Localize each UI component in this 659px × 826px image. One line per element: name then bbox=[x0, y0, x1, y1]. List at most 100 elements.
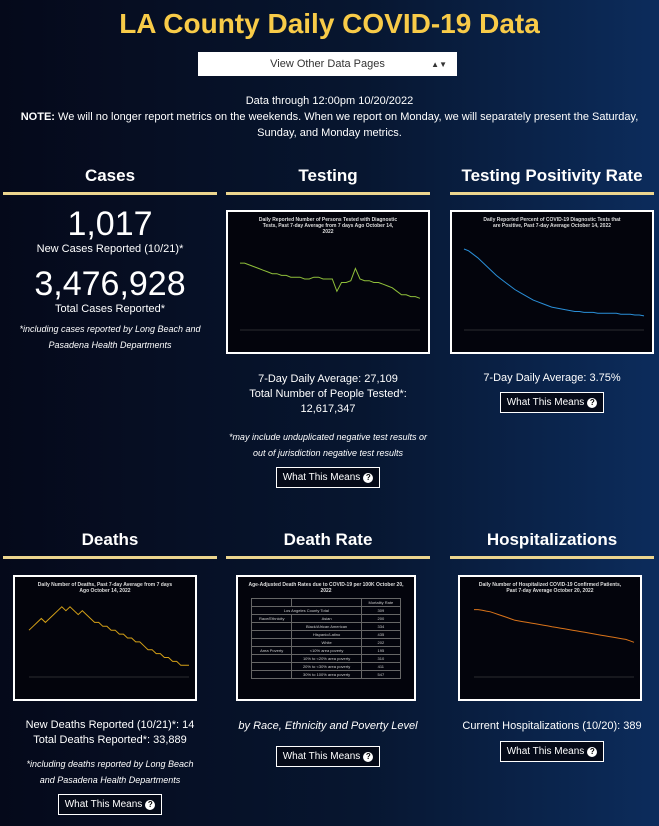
table-cell: 10% to <20% area poverty bbox=[291, 654, 362, 663]
death-rate-table: Mortality Rate Los Angeles County Total 3… bbox=[250, 598, 402, 679]
table-cell: Black/African American bbox=[291, 622, 362, 631]
hosp-header: Hospitalizations bbox=[450, 530, 654, 559]
table-cell: Area Poverty bbox=[250, 646, 293, 655]
button-label: What This Means bbox=[506, 397, 585, 408]
note-text: We will no longer report metrics on the … bbox=[54, 111, 639, 139]
table-cell: 411 bbox=[360, 662, 402, 671]
table-row: 30% to 100% area poverty 547 bbox=[250, 670, 402, 679]
table-cell: 202 bbox=[360, 638, 402, 647]
note: NOTE: We will no longer report metrics o… bbox=[0, 109, 659, 141]
note-label: NOTE: bbox=[20, 111, 55, 123]
table-row: Race/Ethnicity Asian 200 bbox=[250, 614, 402, 623]
deaths-line bbox=[28, 606, 189, 678]
hosp-chart-title: Daily Number of Hospitalized COVID-19 Co… bbox=[478, 582, 622, 594]
testing-avg: 7-Day Daily Average: 27,109 bbox=[258, 373, 398, 385]
deaths-chart[interactable]: Daily Number of Deaths, Past 7-day Avera… bbox=[13, 575, 197, 701]
button-label: What This Means bbox=[506, 746, 585, 757]
positivity-avg: 7-Day Daily Average: 3.75% bbox=[483, 372, 621, 384]
hosp-stats: Current Hospitalizations (10/20): 389 Wh… bbox=[450, 720, 654, 762]
new-cases-label: New Cases Reported (10/21)* bbox=[36, 243, 184, 255]
total-cases-label: Total Cases Reported* bbox=[54, 303, 166, 315]
new-cases-value: 1,017 bbox=[67, 205, 153, 243]
death-rate-caption-area: by Race, Ethnicity and Poverty Level Wha… bbox=[226, 720, 430, 767]
table-cell: 547 bbox=[360, 670, 402, 679]
positivity-line bbox=[463, 248, 645, 331]
series-line bbox=[28, 606, 189, 666]
positivity-chart-title: Daily Reported Percent of COVID-19 Diagn… bbox=[483, 217, 621, 229]
table-cell: Asian bbox=[291, 614, 362, 623]
help-icon: ? bbox=[587, 398, 598, 408]
help-icon: ? bbox=[363, 752, 374, 762]
button-label: What This Means bbox=[282, 472, 361, 483]
series-line bbox=[463, 248, 645, 317]
table-cell: White bbox=[291, 638, 362, 647]
positivity-section: Testing Positivity Rate bbox=[450, 166, 654, 195]
cases-header: Cases bbox=[3, 166, 217, 195]
deaths-stats: New Deaths Reported (10/21)*: 14 Total D… bbox=[3, 718, 217, 815]
death-rate-what-this-means-button[interactable]: What This Means? bbox=[275, 746, 381, 767]
table-cell bbox=[250, 630, 293, 639]
table-cell: Hispanic/Latino bbox=[291, 630, 362, 639]
table-cell: 20% to <30% area poverty bbox=[291, 662, 362, 671]
deaths-chart-title: Daily Number of Deaths, Past 7-day Avera… bbox=[37, 582, 173, 594]
death-rate-caption: by Race, Ethnicity and Poverty Level bbox=[238, 720, 418, 732]
testing-footnote: *may include unduplicated negative test … bbox=[228, 432, 428, 458]
hosp-section: Hospitalizations bbox=[450, 530, 654, 559]
table-cell bbox=[250, 622, 293, 631]
table-cell: <10% area poverty bbox=[291, 646, 362, 655]
positivity-chart[interactable]: Daily Reported Percent of COVID-19 Diagn… bbox=[450, 210, 654, 354]
total-cases-value: 3,476,928 bbox=[34, 265, 186, 303]
deaths-footnote: *including deaths reported by Long Beach… bbox=[26, 759, 194, 785]
help-icon: ? bbox=[587, 747, 598, 757]
hosp-line bbox=[474, 609, 635, 678]
data-through: Data through 12:00pm 10/20/2022 bbox=[245, 95, 414, 107]
total-label: Los Angeles County Total bbox=[251, 606, 362, 615]
table-cell bbox=[250, 662, 293, 671]
cases-footnote: *including cases reported by Long Beach … bbox=[19, 324, 201, 350]
table-row: 10% to <20% area poverty 310 bbox=[250, 654, 402, 663]
testing-section: Testing bbox=[226, 166, 430, 195]
positivity-what-this-means-button[interactable]: What This Means? bbox=[499, 392, 605, 413]
cases-section: Cases 1,017 New Cases Reported (10/21)* … bbox=[3, 166, 217, 353]
total-value: 309 bbox=[360, 606, 402, 615]
table-row: Hispanic/Latino 435 bbox=[250, 630, 402, 639]
deaths-new: New Deaths Reported (10/21)*: 14 bbox=[25, 719, 195, 731]
table-cell: 200 bbox=[360, 614, 402, 623]
testing-chart[interactable]: Daily Reported Number of Persons Tested … bbox=[226, 210, 430, 354]
table-cell: 334 bbox=[360, 622, 402, 631]
deaths-header: Deaths bbox=[3, 530, 217, 559]
deaths-section: Deaths bbox=[3, 530, 217, 559]
testing-header: Testing bbox=[226, 166, 430, 195]
hosp-chart[interactable]: Daily Number of Hospitalized COVID-19 Co… bbox=[458, 575, 642, 701]
page-title: LA County Daily COVID-19 Data bbox=[119, 8, 540, 39]
testing-total-value: 12,617,347 bbox=[300, 403, 356, 415]
hosp-current: Current Hospitalizations (10/20): 389 bbox=[462, 720, 642, 732]
table-cell: 435 bbox=[360, 630, 402, 639]
help-icon: ? bbox=[145, 800, 156, 810]
table-cell: Race/Ethnicity bbox=[250, 614, 293, 623]
positivity-stats: 7-Day Daily Average: 3.75% What This Mea… bbox=[450, 372, 654, 413]
table-row: Area Poverty <10% area poverty 195 bbox=[250, 646, 402, 655]
table-row: Black/African American 334 bbox=[250, 622, 402, 631]
chevron-updown-icon: ▲▼ bbox=[431, 59, 447, 69]
table-cell: 310 bbox=[360, 654, 402, 663]
table-cell: 30% to 100% area poverty bbox=[291, 670, 362, 679]
table-cell: 195 bbox=[360, 646, 402, 655]
col-header: Mortality Rate bbox=[360, 598, 402, 607]
help-icon: ? bbox=[363, 473, 374, 483]
deaths-what-this-means-button[interactable]: What This Means? bbox=[57, 794, 163, 815]
death-rate-table-image[interactable]: Age-Adjusted Death Rates due to COVID-19… bbox=[236, 575, 416, 701]
testing-what-this-means-button[interactable]: What This Means? bbox=[275, 467, 381, 488]
data-pages-dropdown[interactable]: View Other Data Pages ▲▼ bbox=[198, 52, 457, 76]
hosp-what-this-means-button[interactable]: What This Means? bbox=[499, 741, 605, 762]
deaths-total: Total Deaths Reported*: 33,889 bbox=[33, 734, 187, 746]
positivity-header: Testing Positivity Rate bbox=[450, 166, 654, 195]
death-rate-title: Age-Adjusted Death Rates due to COVID-19… bbox=[248, 582, 404, 594]
table-cell bbox=[250, 638, 293, 647]
table-row: White 202 bbox=[250, 638, 402, 647]
series-line bbox=[474, 609, 635, 643]
testing-total-label: Total Number of People Tested*: bbox=[249, 388, 407, 400]
table-cell bbox=[250, 670, 293, 679]
button-label: What This Means bbox=[64, 799, 143, 810]
death-rate-section: Death Rate bbox=[226, 530, 430, 559]
